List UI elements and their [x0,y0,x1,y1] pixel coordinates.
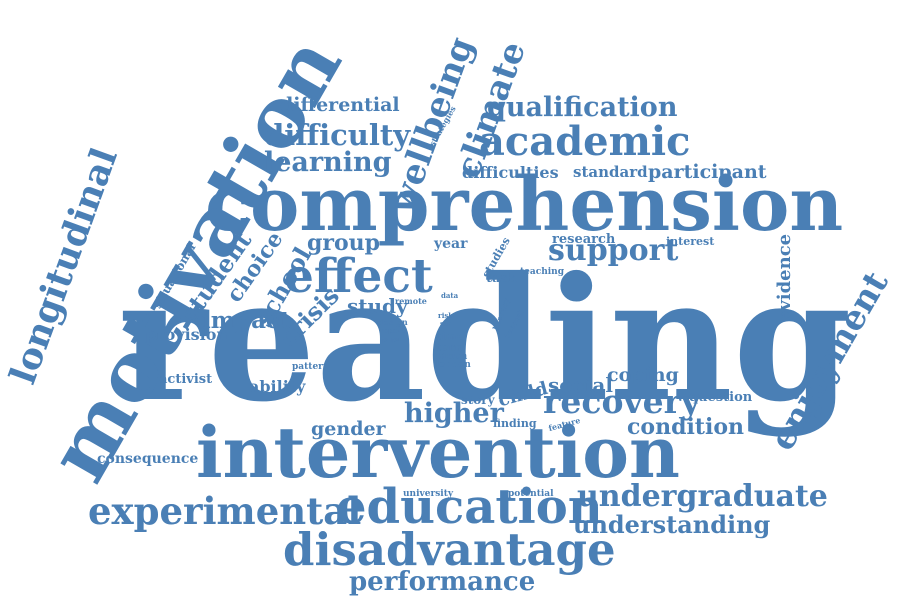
word-education: education [336,479,603,535]
word-gender: gender [311,418,386,440]
word-understanding: understanding [573,510,771,539]
word-impact: impact [202,307,291,334]
word-difficulty: difficulty [264,118,411,152]
word-term: term [436,341,466,354]
word-study: study [347,294,408,318]
word-differential: differential [280,94,400,116]
word-comprehension: comprehension [205,162,844,248]
word-coping: coping [607,364,679,386]
word-support: support [548,233,679,268]
word-academic: academic [479,118,691,165]
word-year: year [434,236,468,252]
word-participant: participant [648,161,767,183]
word-experimental: experimental [88,489,362,533]
word-reading: reading [118,240,852,440]
word-design: design [378,317,408,327]
word-finding: finding [493,417,537,430]
word-consequence: consequence [97,451,199,467]
word-interest: interest [666,235,715,248]
word-ability: ability [249,377,306,396]
word-time: time [436,330,464,343]
word-higher: higher [404,398,504,429]
word-undergraduate: undergraduate [577,479,828,514]
word-data: data [441,291,459,300]
word-learning: learning [264,147,392,178]
word-standard: standard [573,163,648,181]
word-performance: performance [349,567,536,597]
word-university: university [403,489,454,499]
word-research: research [552,232,616,247]
word-teaching: teaching [520,267,564,277]
word-much: much [436,351,468,362]
word-evidence: evidence [774,233,796,323]
word-qualification: qualification [487,92,678,123]
word-activist: activist [159,372,213,387]
word-str: str [440,319,451,328]
word-social: social [548,373,613,397]
word-disadvantage: disadvantage [283,523,616,576]
word-question: question [689,390,753,405]
word-remote: remote [395,296,427,306]
word-difficulties: difficulties [462,163,559,182]
word-recovery: recovery [543,382,701,421]
word-risk: risk [438,311,454,320]
word-task: task [486,271,517,286]
word-potential: potential [508,489,554,499]
word-pupil: pupil [382,335,403,344]
word-effect: effect [284,249,433,304]
word-provision: provision [145,325,229,344]
word-london: london [436,360,471,370]
word-pattern: pattern [292,362,330,372]
word-story: story [461,393,495,407]
word-report: report [380,326,405,335]
word-group: group [307,230,381,256]
word-condition: condition [627,414,744,440]
word-intervention: intervention [196,411,680,494]
